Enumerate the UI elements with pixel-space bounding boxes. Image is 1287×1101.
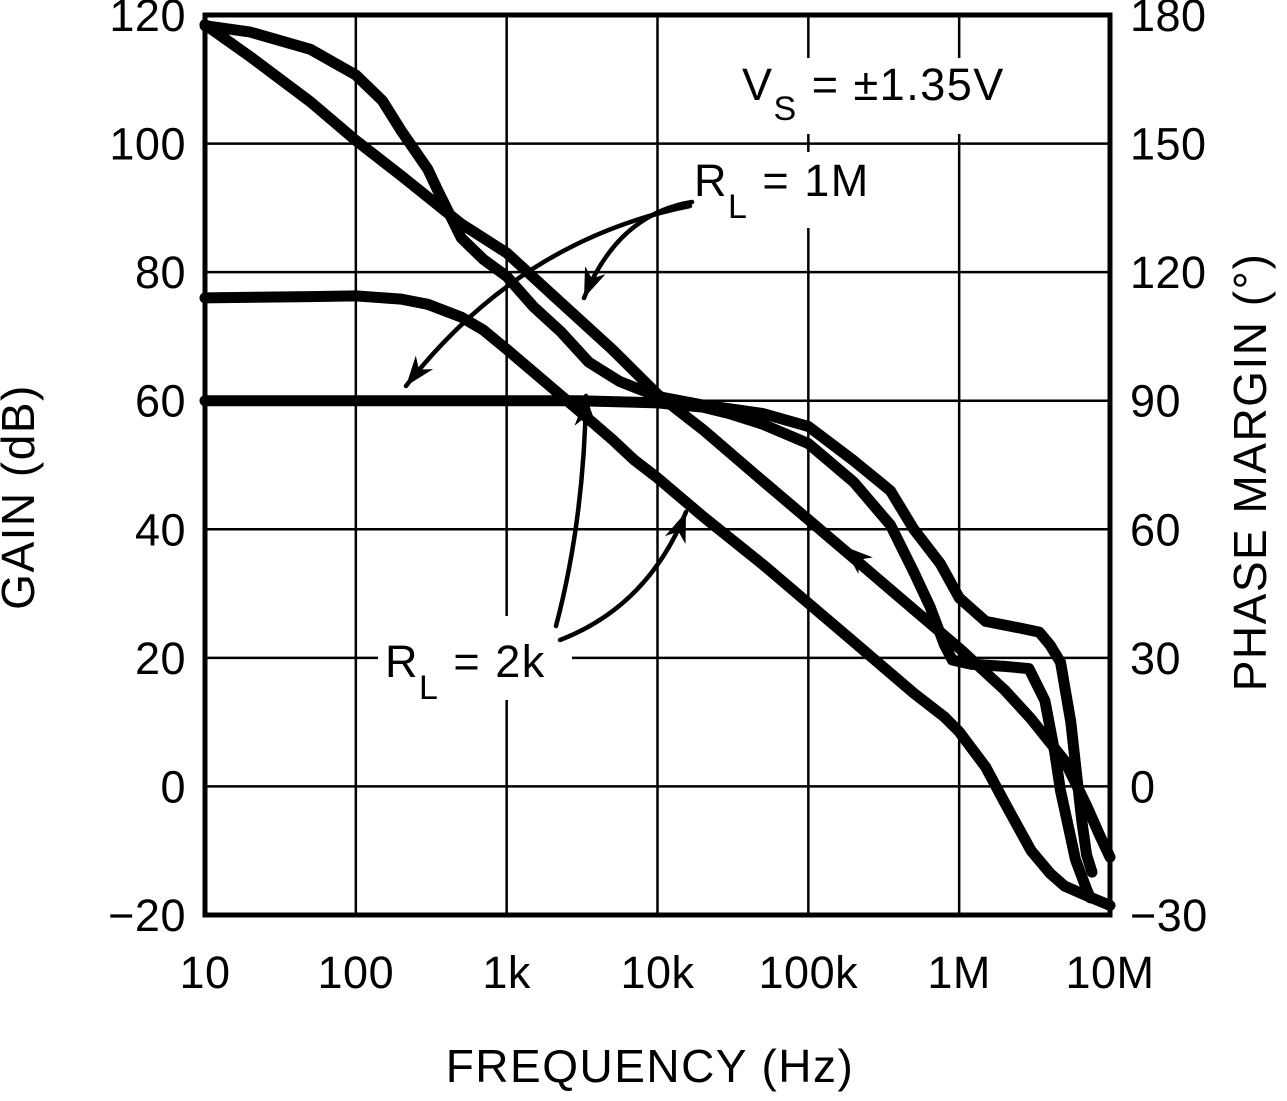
rl-1m-annotation: RL = 1M [694, 155, 870, 226]
rl-2k-annotation: RL = 2k [385, 636, 546, 707]
curve-gain-rl-2k [199, 290, 1116, 911]
arrow-rl1m-to-phase-curve-head [406, 355, 434, 386]
frequency-tick-100: 100 [318, 947, 395, 998]
rl-2k-base: R [385, 636, 419, 687]
frequency-tick-100k: 100k [759, 947, 859, 998]
frequency-tick-1M: 1M [927, 947, 991, 998]
gain-tick-80: 80 [135, 247, 186, 298]
phase-tick-120: 120 [1130, 247, 1207, 298]
gain-tick-120: 120 [109, 0, 186, 41]
rl-1m-subscript: L [728, 188, 748, 226]
arrow-rl1m-to-phase-curve [403, 203, 693, 389]
arrow-rl1m-to-phase-curve-shaft [403, 203, 693, 389]
rl-1m-base: R [694, 155, 728, 206]
arrow-rl2k-to-phase-curve-shaft [553, 393, 589, 629]
phase-tick-0: 0 [1130, 761, 1156, 812]
gain-tick-60: 60 [135, 376, 186, 427]
leader-arrows [403, 199, 873, 643]
frequency-tick-1k: 1k [482, 947, 531, 998]
arrow-rl2k-to-gain-curve [557, 509, 689, 643]
phase-tick--30: −30 [1130, 890, 1208, 941]
phase-tick-60: 60 [1130, 504, 1181, 555]
plot-border [202, 12, 1113, 918]
frequency-tick-10: 10 [179, 947, 230, 998]
rl-2k-label-background [378, 616, 572, 700]
arrow-rl2k-to-gain-curve-head [664, 512, 686, 544]
frequency-axis-title: FREQUENCY (Hz) [446, 1040, 855, 1092]
gain-tick--20: −20 [108, 890, 186, 941]
supply-subscript: S [774, 90, 798, 128]
annotation-label-backgrounds [378, 58, 1083, 700]
rl-1m-value: = 1M [748, 155, 869, 206]
frequency-tick-10k: 10k [620, 947, 694, 998]
arrow-rl2k-to-phase-curve [553, 393, 597, 629]
supply-voltage-annotation: VS = ±1.35V [742, 59, 1005, 128]
phase-tick-30: 30 [1130, 633, 1181, 684]
phase-tick-180: 180 [1130, 0, 1207, 41]
phase-tick-90: 90 [1130, 376, 1181, 427]
rl-1m-label-background [686, 152, 896, 228]
arrow-rl2k-to-phase-curve-head [574, 396, 597, 427]
arrow-rl1m-to-gain-curve [581, 199, 695, 301]
gain-tick-20: 20 [135, 633, 186, 684]
rl-2k-value: = 2k [439, 636, 545, 687]
gain-rl1m-direction-marker [843, 546, 873, 574]
gain-axis-tick-labels: 120 100 80 60 40 20 0 −20 [108, 0, 186, 941]
gain-axis-title: GAIN (dB) [0, 384, 44, 610]
supply-value: = ±1.35V [798, 59, 1005, 110]
frequency-tick-10M: 10M [1065, 947, 1154, 998]
data-curves [199, 19, 1116, 911]
supply-label-background [733, 58, 1083, 134]
gain-tick-0: 0 [160, 761, 186, 812]
gridlines [203, 13, 1112, 917]
curve-phase-rl-2k [199, 395, 1096, 904]
rl-2k-subscript: L [419, 669, 439, 707]
phase-axis-title: PHASE MARGIN (°) [1224, 253, 1276, 692]
phase-axis-tick-labels: 180 150 120 90 60 30 0 −30 [1130, 0, 1208, 941]
gain-tick-100: 100 [109, 119, 186, 170]
arrow-rl2k-to-gain-curve-shaft [557, 509, 689, 643]
arrow-rl1m-to-gain-curve-shaft [581, 199, 695, 301]
gain-tick-40: 40 [135, 504, 186, 555]
arrow-rl1m-to-gain-curve-head [584, 266, 606, 298]
frequency-axis-tick-labels: 10 100 1k 10k 100k 1M 10M [179, 947, 1154, 998]
supply-base: V [742, 59, 774, 110]
phase-tick-150: 150 [1130, 119, 1207, 170]
